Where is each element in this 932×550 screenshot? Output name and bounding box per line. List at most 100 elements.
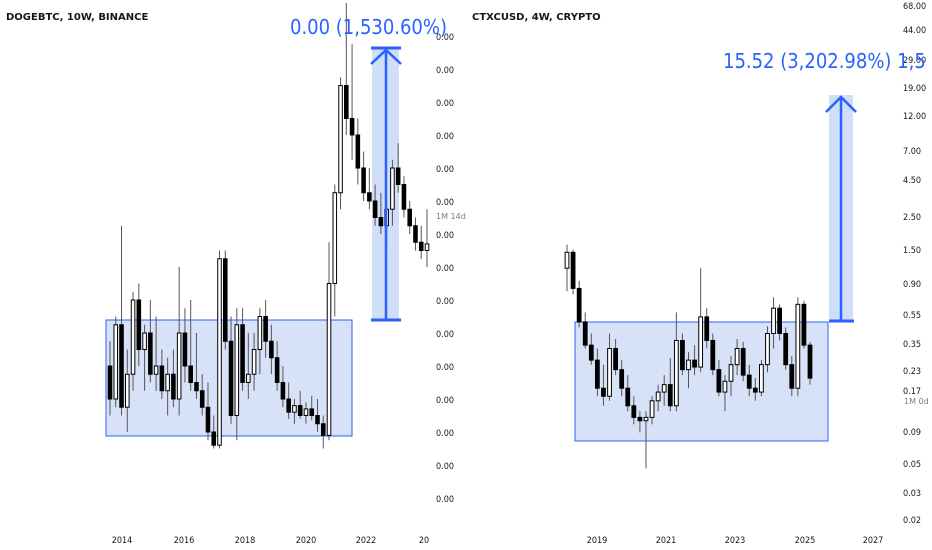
left-candle	[309, 395, 315, 421]
left-candle	[390, 159, 395, 226]
right-candle	[746, 364, 752, 397]
left-candle-body	[418, 241, 424, 251]
left-candle-body	[205, 406, 211, 433]
right-y-tick-label: 44.00	[903, 26, 926, 36]
right-candle-body	[588, 344, 594, 361]
right-candle-body	[613, 347, 618, 371]
right-y-tick-label: 0.23	[903, 367, 921, 377]
right-candle	[795, 297, 801, 397]
left-candle	[269, 324, 274, 375]
right-candle	[686, 352, 691, 389]
right-candle-body	[783, 333, 789, 366]
left-candle-body	[413, 225, 418, 243]
right-x-axis: 2019 2021 2023 2025 2027	[587, 536, 884, 546]
right-y-tick-label: 0.05	[903, 460, 921, 470]
right-candle	[570, 249, 576, 295]
left-candle-body	[136, 299, 142, 350]
right-candle	[649, 396, 655, 425]
left-candle	[107, 341, 113, 416]
right-candle-body	[752, 387, 758, 393]
left-chart: DOGEBTC, 10W, BINANCE 0.00 0.00 0.00 0.00 0.…	[6, 3, 466, 546]
right-candle	[667, 358, 673, 412]
right-x-tick-label: 2027	[863, 536, 884, 546]
left-y-tick-label: 0.00	[436, 99, 454, 109]
right-x-tick-label: 2025	[795, 536, 816, 546]
left-candle-body	[280, 382, 286, 400]
left-candle-body	[246, 373, 251, 383]
left-candle-body	[401, 184, 407, 210]
left-candle-body	[119, 324, 124, 408]
right-countdown: 1M 0d	[904, 397, 929, 406]
left-candle	[205, 382, 211, 441]
left-y-tick-label: 0.00	[436, 33, 454, 43]
left-candle-body	[107, 365, 113, 400]
right-x-tick-label: 2023	[725, 536, 746, 546]
left-candle-body	[326, 283, 332, 436]
right-candle-body	[722, 380, 728, 393]
right-candle-body	[643, 416, 649, 422]
right-candle-body	[594, 359, 600, 389]
left-candle	[407, 201, 412, 234]
left-candle	[176, 267, 182, 416]
right-candle	[680, 333, 685, 376]
right-y-tick-label: 68.00	[903, 2, 926, 12]
left-candle	[297, 390, 303, 419]
left-y-tick-label: 0.00	[436, 495, 454, 505]
right-y-tick-label: 19.00	[903, 84, 926, 94]
left-candle-body	[309, 408, 315, 416]
right-candle-body	[716, 369, 722, 393]
left-x-tick-label: 2014	[112, 536, 133, 546]
right-y-tick-label: 0.55	[903, 311, 921, 321]
left-candle	[303, 402, 309, 424]
left-y-tick-label: 0.00	[436, 396, 454, 406]
left-candle-body	[361, 167, 366, 194]
left-candle	[401, 176, 407, 218]
left-candle-body	[171, 373, 176, 400]
left-candle-body	[113, 324, 119, 400]
left-candle-body	[338, 85, 343, 194]
right-candle	[765, 326, 770, 373]
right-candle	[601, 364, 606, 406]
left-x-axis: 2014 2016 2018 2020 2022 20	[112, 536, 429, 546]
right-candle	[619, 360, 625, 397]
left-candle-body	[199, 390, 205, 408]
right-candle-body	[698, 316, 704, 368]
right-candle-body	[704, 316, 710, 341]
right-measure-arrow[interactable]	[825, 95, 857, 323]
left-candle	[211, 415, 217, 449]
right-measure-label: 15.52 (3,202.98%) 1,5	[723, 49, 926, 73]
right-candle-body	[746, 374, 752, 389]
right-y-tick-label: 0.02	[903, 516, 921, 526]
left-candle	[130, 291, 136, 391]
left-measure-arrow[interactable]	[370, 46, 402, 322]
left-candle-body	[332, 192, 338, 284]
left-candle-body	[274, 357, 280, 383]
left-candle	[217, 250, 222, 449]
left-candle-body	[390, 167, 395, 210]
left-candle	[234, 308, 240, 441]
right-candle	[710, 333, 716, 376]
right-candle	[789, 355, 795, 397]
left-candle-body	[165, 373, 170, 392]
left-y-tick-label: 0.00	[436, 165, 454, 175]
left-chart-title: DOGEBTC, 10W, BINANCE	[6, 12, 148, 23]
left-candle	[286, 382, 291, 419]
left-countdown: 1M 14d	[436, 212, 466, 221]
left-candle	[119, 225, 124, 416]
right-candle	[673, 312, 679, 412]
left-y-tick-label: 0.00	[436, 132, 454, 142]
right-candle	[661, 375, 667, 406]
right-candle	[716, 360, 722, 397]
left-candle	[413, 217, 418, 251]
left-candle-body	[125, 373, 130, 408]
left-y-axis: 0.00 0.00 0.00 0.00 0.00 0.00 0.00 0.00 0.00 0.00…	[436, 33, 454, 505]
right-candle	[807, 341, 813, 385]
left-candle	[153, 316, 159, 391]
right-candle	[588, 333, 594, 365]
left-candle	[332, 184, 338, 317]
left-candle-body	[159, 365, 165, 392]
left-candle	[344, 3, 349, 135]
right-candle	[698, 268, 704, 373]
left-x-tick-label: 2022	[356, 536, 377, 546]
